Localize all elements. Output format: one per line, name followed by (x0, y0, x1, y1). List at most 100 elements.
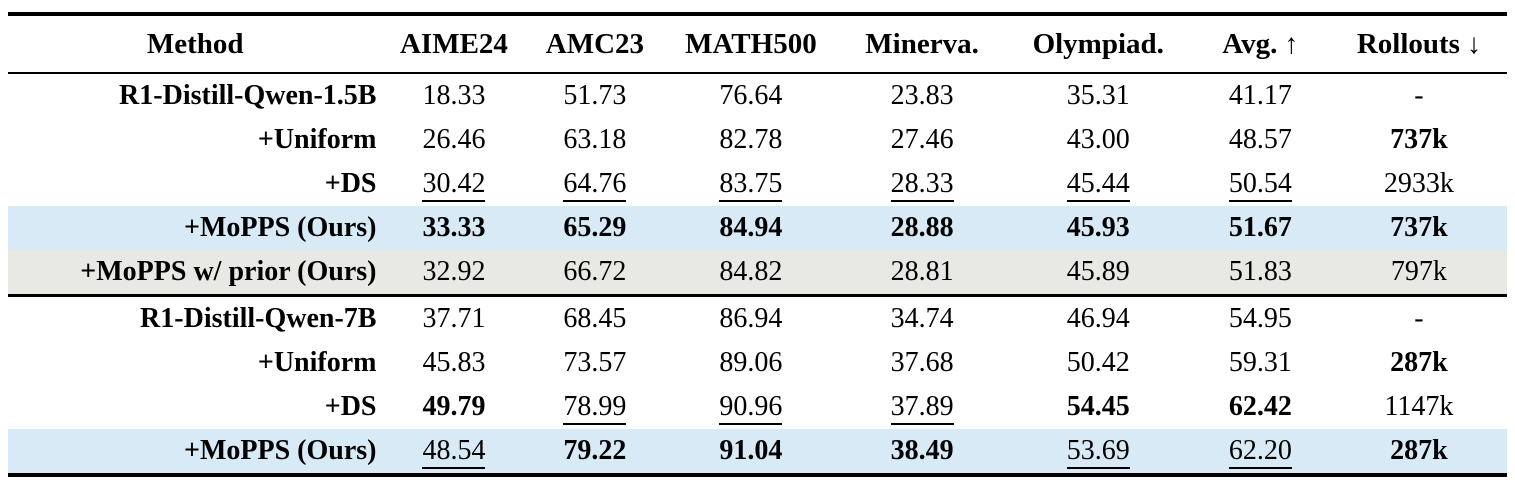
cell-aime24: 26.46 (422, 124, 486, 155)
cell-rollouts: - (1330, 294, 1507, 341)
cell-aime24: 48.54 (382, 429, 525, 475)
cell-avg: 62.20 (1190, 429, 1331, 475)
cell-minerva: 23.83 (890, 80, 954, 111)
cell-minerva: 28.88 (890, 212, 954, 243)
method-label: +Uniform (257, 124, 377, 155)
cell-amc23: 79.22 (563, 435, 627, 466)
cell-avg: 51.83 (1228, 256, 1292, 287)
cell-math500: 76.64 (719, 80, 783, 111)
underlined-value: 37.89 (890, 391, 954, 425)
table-row: R1-Distill-Qwen-7B 37.71 68.45 86.94 34.74 46… (8, 294, 1507, 341)
cell-rollouts: 797k (1390, 256, 1447, 287)
method-label: +MoPPS w/ prior (Ours) (80, 256, 377, 287)
cell-olympiad: 46.94 (1006, 294, 1190, 341)
cell-rollouts: - (1414, 80, 1424, 111)
table-row: +MoPPS (Ours) 48.54 79.22 91.04 38.49 53.69 62… (8, 429, 1507, 475)
cell-aime24: 30.42 (382, 162, 525, 206)
underlined-value: 28.33 (890, 168, 954, 202)
cell-aime24: 45.83 (422, 347, 486, 378)
method-label: R1-Distill-Qwen-1.5B (119, 80, 377, 111)
method-label: +DS (324, 168, 377, 199)
underlined-value: 45.44 (1066, 168, 1130, 202)
table-body: R1-Distill-Qwen-1.5B 18.33 51.73 76.64 23.83… (8, 73, 1507, 475)
cell-amc23: 64.76 (525, 162, 664, 206)
underlined-value: 50.54 (1228, 168, 1292, 202)
cell-olympiad: 45.44 (1007, 162, 1190, 206)
cell-olympiad: 45.89 (1066, 256, 1130, 287)
underlined-value: 53.69 (1066, 435, 1130, 469)
cell-math500: 84.94 (719, 212, 783, 243)
cell-avg: 54.95 (1189, 294, 1331, 341)
method-label: +MoPPS (Ours) (183, 212, 377, 243)
table-row: +DS 30.42 64.76 83.75 28.33 45.44 50.54 2933k (8, 162, 1507, 206)
underlined-value: 62.20 (1228, 435, 1292, 469)
method-label: R1-Distill-Qwen-7B (8, 294, 383, 341)
cell-minerva: 28.33 (838, 162, 1007, 206)
cell-olympiad: 53.69 (1007, 429, 1190, 475)
cell-amc23: 65.29 (563, 212, 627, 243)
cell-rollouts: 2933k (1383, 168, 1454, 199)
cell-aime24: 32.92 (422, 256, 486, 287)
cell-avg: 59.31 (1228, 347, 1292, 378)
table-row: +DS 49.79 78.99 90.96 37.89 54.45 62.42 1147k (8, 385, 1507, 429)
cell-amc23: 73.57 (563, 347, 627, 378)
cell-aime24: 33.33 (422, 212, 486, 243)
cell-minerva: 37.68 (890, 347, 954, 378)
cell-math500: 91.04 (719, 435, 783, 466)
table-row: +Uniform 45.83 73.57 89.06 37.68 50.42 59.31 28… (8, 341, 1507, 385)
method-label: +DS (324, 391, 377, 422)
cell-rollouts: 287k (1390, 347, 1448, 378)
cell-rollouts: 737k (1390, 212, 1448, 243)
column-header-math500: MATH500 (664, 14, 838, 74)
cell-avg: 41.17 (1228, 80, 1292, 111)
column-header-olympiad: Olympiad. (1006, 14, 1190, 74)
column-header-avg: Avg. ↑ (1189, 14, 1331, 74)
table-header: Method AIME24 AMC23 MATH500 Minerva. Olympiad… (8, 14, 1507, 74)
column-header-minerva: Minerva. (837, 14, 1007, 74)
cell-olympiad: 50.42 (1066, 347, 1130, 378)
cell-olympiad: 43.00 (1066, 124, 1130, 155)
cell-rollouts: 737k (1390, 124, 1448, 155)
cell-minerva: 38.49 (890, 435, 954, 466)
cell-aime24: 37.71 (382, 294, 526, 341)
cell-amc23: 68.45 (525, 294, 665, 341)
cell-avg: 48.57 (1228, 124, 1292, 155)
cell-math500: 86.94 (664, 294, 838, 341)
cell-rollouts: 1147k (1384, 391, 1454, 422)
cell-minerva: 37.89 (838, 385, 1007, 429)
cell-aime24: 49.79 (422, 391, 486, 422)
cell-aime24: 18.33 (422, 80, 486, 111)
cell-olympiad: 45.93 (1066, 212, 1130, 243)
cell-avg: 62.42 (1228, 391, 1292, 422)
cell-avg: 51.67 (1228, 212, 1292, 243)
column-header-rollouts: Rollouts ↓ (1330, 14, 1507, 74)
cell-math500: 90.96 (664, 385, 837, 429)
column-header-aime24: AIME24 (382, 14, 526, 74)
table-row: +MoPPS w/ prior (Ours) 32.92 66.72 84.82 28.… (8, 250, 1507, 296)
column-header-amc23: AMC23 (525, 14, 665, 74)
cell-amc23: 51.73 (563, 80, 627, 111)
cell-olympiad: 54.45 (1066, 391, 1130, 422)
method-label: +MoPPS (Ours) (183, 435, 377, 466)
cell-math500: 84.82 (719, 256, 783, 287)
cell-amc23: 63.18 (563, 124, 627, 155)
cell-minerva: 28.81 (890, 256, 954, 287)
cell-amc23: 66.72 (563, 256, 627, 287)
cell-math500: 89.06 (719, 347, 783, 378)
table-row: R1-Distill-Qwen-1.5B 18.33 51.73 76.64 23.83… (8, 73, 1507, 118)
underlined-value: 78.99 (563, 391, 627, 425)
cell-amc23: 78.99 (525, 385, 664, 429)
underlined-value: 30.42 (422, 168, 486, 202)
results-table: Method AIME24 AMC23 MATH500 Minerva. Olympiad… (8, 12, 1507, 477)
cell-avg: 50.54 (1190, 162, 1331, 206)
column-header-method: Method (8, 14, 383, 74)
method-label: +Uniform (257, 347, 377, 378)
down-arrow-icon: ↓ (1459, 28, 1481, 60)
header-row: Method AIME24 AMC23 MATH500 Minerva. Olympiad… (8, 14, 1507, 74)
cell-olympiad: 35.31 (1066, 80, 1130, 111)
underlined-value: 90.96 (719, 391, 783, 425)
cell-minerva: 27.46 (890, 124, 954, 155)
underlined-value: 64.76 (563, 168, 627, 202)
cell-rollouts: 287k (1390, 435, 1448, 466)
